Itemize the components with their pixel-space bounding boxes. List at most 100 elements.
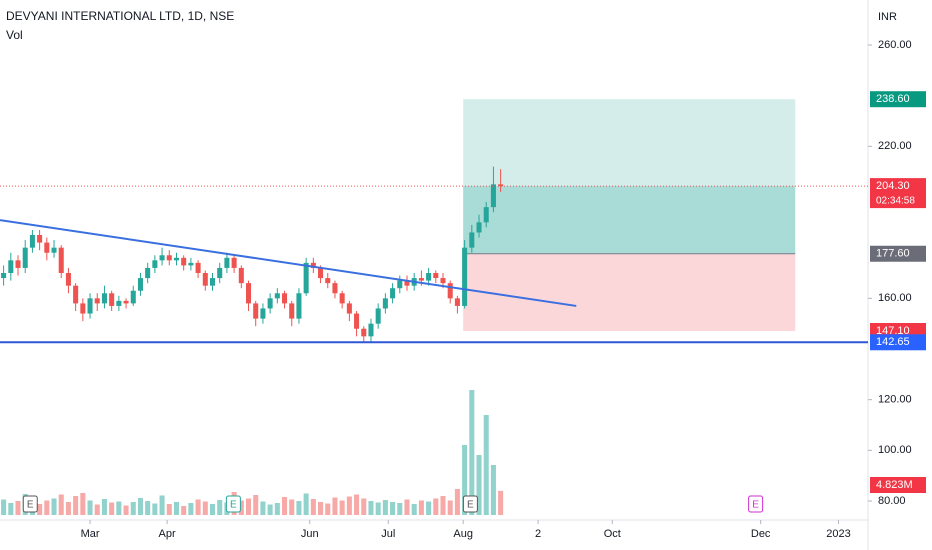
candle-body bbox=[217, 267, 223, 279]
volume-bar bbox=[332, 497, 338, 515]
candle-body bbox=[209, 278, 216, 286]
candle-body bbox=[318, 267, 324, 279]
y-tick-label: 100.00 bbox=[878, 444, 912, 456]
volume-bar bbox=[152, 503, 158, 515]
earnings-marker bbox=[225, 495, 241, 513]
earnings-marker bbox=[22, 495, 38, 513]
x-tick-label: Jul bbox=[381, 528, 395, 540]
volume-bar bbox=[267, 504, 273, 515]
volume-bar bbox=[253, 495, 259, 515]
candle-body bbox=[440, 278, 446, 284]
x-tick-label: 2023 bbox=[826, 528, 850, 540]
volume-bar bbox=[58, 494, 64, 515]
currency: INR bbox=[878, 11, 897, 23]
earnings-marker bbox=[462, 495, 478, 513]
candle-body bbox=[231, 257, 237, 268]
volume-bar bbox=[159, 495, 165, 515]
candle-body bbox=[116, 300, 122, 306]
candle-body bbox=[130, 290, 136, 304]
volume-bar bbox=[354, 494, 360, 515]
candle-body bbox=[87, 298, 93, 314]
candle-body bbox=[188, 262, 194, 266]
volume-bar bbox=[282, 497, 288, 515]
earnings-label: E bbox=[27, 500, 34, 511]
volume-bar bbox=[1, 499, 7, 515]
candle-body bbox=[346, 303, 352, 314]
candle-body bbox=[368, 323, 374, 337]
candle-body bbox=[426, 273, 432, 281]
stop-badge-label: 147.10 bbox=[876, 325, 910, 337]
candle-body bbox=[354, 313, 360, 329]
earnings-marker bbox=[748, 495, 764, 513]
candle-body bbox=[1, 273, 7, 279]
candle-body bbox=[332, 283, 338, 294]
y-tick-label: 120.00 bbox=[878, 394, 912, 406]
candle-body bbox=[476, 222, 482, 233]
volume-bar bbox=[238, 500, 244, 515]
target-badge bbox=[870, 91, 926, 108]
volume-bar bbox=[73, 496, 79, 515]
x-tick-label: Oct bbox=[604, 528, 621, 540]
countdown: 02:34:58 bbox=[876, 196, 915, 207]
volume-bar bbox=[274, 503, 280, 515]
volume-bar bbox=[483, 415, 489, 515]
support-badge-label: 142.65 bbox=[876, 336, 910, 348]
volume-bar bbox=[318, 502, 324, 515]
chart-title: DEVYANI INTERNATIONAL LTD, 1D, NSE bbox=[6, 9, 234, 23]
volume-bar bbox=[325, 503, 331, 515]
volume-badge-label: 4.823M bbox=[876, 479, 913, 491]
volume-bar bbox=[397, 503, 403, 515]
candle-body bbox=[15, 260, 21, 268]
volume-bar bbox=[245, 498, 252, 515]
y-tick-label: 260.00 bbox=[878, 39, 912, 51]
candle-body bbox=[109, 293, 115, 306]
x-tick-label: Jun bbox=[301, 528, 319, 540]
volume-bar bbox=[8, 503, 14, 515]
volume-bar bbox=[433, 498, 439, 515]
volume-bar bbox=[130, 502, 136, 515]
volume-bar bbox=[296, 501, 302, 515]
volume-bar bbox=[217, 500, 223, 515]
candle-body bbox=[101, 293, 107, 304]
candle-body bbox=[462, 247, 468, 306]
candle-body bbox=[166, 255, 172, 261]
x-tick-label: 2 bbox=[535, 528, 541, 540]
candle-body bbox=[58, 247, 64, 273]
candle-body bbox=[447, 283, 453, 299]
candle-body bbox=[267, 298, 273, 309]
volume-bar bbox=[454, 489, 460, 515]
y-tick-label: 80.00 bbox=[878, 495, 906, 507]
candle-body bbox=[202, 273, 208, 286]
candle-body bbox=[325, 278, 331, 284]
volume-bar bbox=[15, 501, 21, 515]
x-tick-label: Mar bbox=[81, 528, 100, 540]
candle-body bbox=[282, 293, 288, 304]
volume-bar bbox=[145, 501, 151, 515]
candle-body bbox=[454, 298, 460, 306]
x-tick-label: Apr bbox=[159, 528, 176, 540]
volume-bar bbox=[166, 504, 172, 515]
entry-badge-label: 177.60 bbox=[876, 248, 910, 260]
candle-body bbox=[37, 235, 43, 243]
candle-body bbox=[224, 257, 230, 268]
volume-bar bbox=[411, 504, 417, 515]
candle-body bbox=[433, 273, 439, 279]
volume-bar bbox=[490, 465, 496, 515]
volume-bar bbox=[447, 500, 453, 515]
candle-body bbox=[65, 273, 71, 286]
volume-bar bbox=[303, 493, 309, 515]
volume-bar bbox=[101, 499, 107, 515]
filled-zone bbox=[463, 186, 796, 254]
candle-body bbox=[22, 247, 28, 268]
target-badge-label: 238.60 bbox=[876, 93, 910, 105]
trendline bbox=[0, 219, 577, 307]
volume-bar bbox=[426, 501, 432, 515]
candle-body bbox=[498, 184, 504, 187]
volume-bar bbox=[440, 496, 446, 515]
volume-bar bbox=[404, 499, 410, 515]
earnings-label: E bbox=[467, 500, 474, 511]
candle-body bbox=[94, 298, 100, 304]
volume-bar bbox=[65, 502, 71, 515]
volume-bar bbox=[195, 499, 201, 515]
